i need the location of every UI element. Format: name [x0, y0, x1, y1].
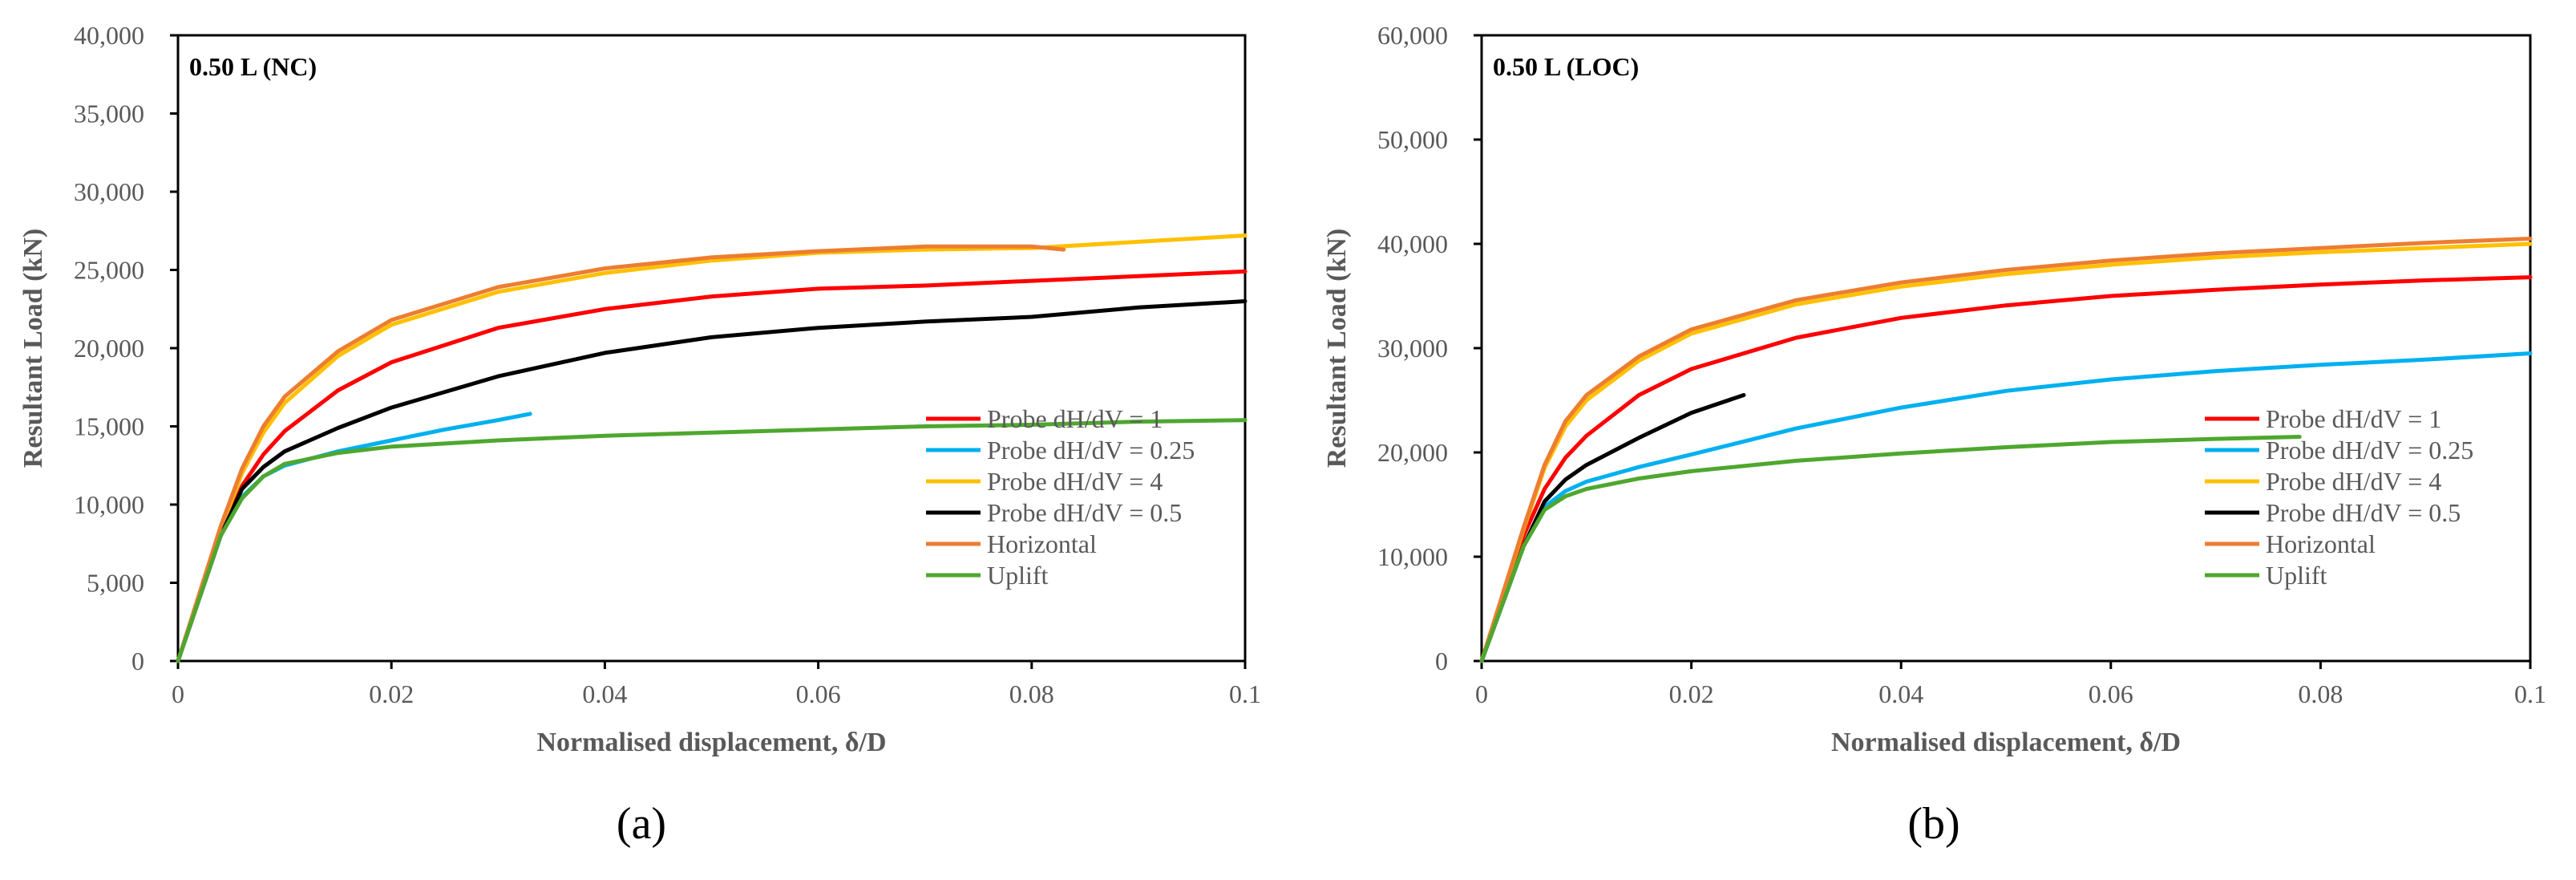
x-tick-label: 0.06 [796, 679, 841, 708]
legend-label: Probe dH/dV = 4 [2266, 467, 2441, 496]
series-line-6 [176, 418, 1248, 663]
y-tick-label: 25,000 [74, 256, 144, 285]
legend-label: Probe dH/dV = 0.25 [2266, 436, 2473, 464]
x-tick-label: 0 [1475, 679, 1488, 708]
legend-label: Uplift [987, 561, 1049, 590]
y-tick-label: 0 [1435, 647, 1448, 675]
y-tick-label: 30,000 [74, 177, 144, 206]
x-tick-label: 0.06 [2089, 679, 2133, 708]
series-line-5 [176, 244, 1066, 663]
x-tick-label: 0.02 [369, 679, 414, 708]
series-line-4 [1479, 393, 1746, 663]
y-tick-label: 30,000 [1377, 334, 1448, 363]
series-line-6 [1479, 435, 2302, 663]
y-axis-title: Resultant Load (kN) [1322, 229, 1352, 468]
x-tick-label: 0.04 [582, 679, 627, 708]
x-tick-label: 0.02 [1669, 679, 1714, 708]
panel-b: 0 10,000 20,000 30,000 40,000 50,000 60,000 0 0.… [1322, 21, 2546, 849]
series-line-5 [1479, 237, 2533, 663]
series-line-1 [1479, 275, 2533, 663]
legend-label: Probe dH/dV = 4 [987, 467, 1163, 496]
legend-label: Horizontal [2266, 529, 2376, 558]
y-tick-label: 35,000 [74, 99, 144, 128]
y-tick-label: 0 [131, 647, 144, 675]
panel-a: 0 5,000 10,000 15,000 20,000 25,000 30,000 35,0… [18, 21, 1261, 849]
series-line-4 [176, 299, 1248, 663]
y-tick-label: 60,000 [1377, 21, 1448, 50]
y-tick-label: 40,000 [1377, 229, 1448, 258]
legend-label: Probe dH/dV = 0.5 [987, 498, 1182, 527]
legend-label: Uplift [2266, 561, 2327, 590]
x-tick-label: 0.1 [1229, 679, 1261, 708]
legend-label: Probe dH/dV = 0.25 [987, 436, 1195, 464]
panel-title: 0.50 L (LOC) [1493, 52, 1639, 81]
y-axis-title: Resultant Load (kN) [18, 229, 48, 468]
y-tick-label: 20,000 [74, 334, 144, 363]
x-tick-label: 0.04 [1878, 679, 1923, 708]
legend-label: Horizontal [987, 529, 1097, 558]
y-tick-label: 5,000 [87, 569, 144, 598]
x-tick-label: 0.1 [2514, 679, 2546, 708]
y-tick-label: 50,000 [1377, 125, 1448, 154]
x-tick-label: 0.08 [1009, 679, 1054, 708]
legend-label: Probe dH/dV = 1 [2266, 404, 2441, 433]
panel-title: 0.50 L (NC) [189, 52, 317, 81]
plot-area-frame [1480, 34, 2532, 663]
y-tick-label: 15,000 [74, 412, 144, 441]
y-tick-label: 10,000 [1377, 542, 1448, 571]
plot-area-frame [176, 34, 1247, 663]
x-tick-label: 0 [172, 679, 184, 708]
x-axis-title: Normalised displacement, δ/D [1831, 728, 2181, 757]
legend-label: Probe dH/dV = 1 [987, 404, 1163, 433]
y-tick-label: 10,000 [74, 490, 144, 519]
x-axis-title: Normalised displacement, δ/D [536, 728, 886, 757]
panel-caption: (a) [617, 799, 666, 849]
legend-label: Probe dH/dV = 0.5 [2266, 498, 2461, 527]
panel-caption: (b) [1907, 799, 1959, 849]
x-tick-label: 0.08 [2298, 679, 2343, 708]
y-tick-label: 20,000 [1377, 438, 1448, 467]
y-tick-label: 40,000 [74, 21, 144, 50]
